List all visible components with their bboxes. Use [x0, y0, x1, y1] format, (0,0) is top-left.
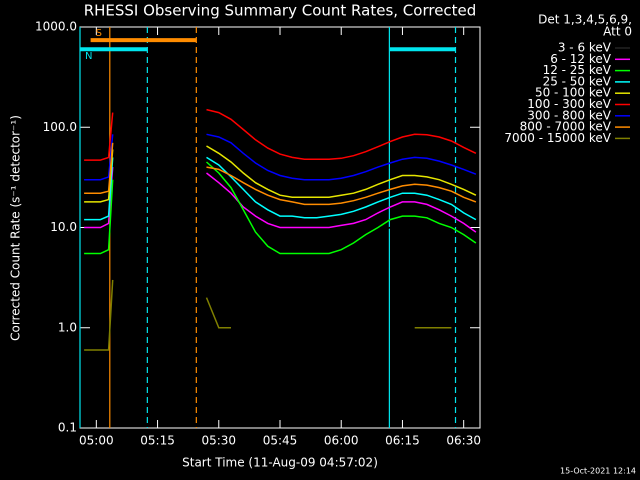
y-tick-label: 10.0 [50, 220, 77, 234]
legend-label: 800 - 7000 keV [520, 120, 612, 134]
x-tick-label: 05:45 [263, 434, 298, 448]
y-tick-label: 1000.0 [35, 20, 77, 34]
x-tick-label: 06:30 [446, 434, 481, 448]
y-axis-label: Corrected Count Rate (s⁻¹ detector⁻¹) [9, 115, 23, 341]
legend-header: Att 0 [603, 25, 632, 39]
interval-label: N [85, 51, 92, 62]
legend-label: 25 - 50 keV [543, 74, 612, 88]
x-tick-label: 05:00 [79, 434, 114, 448]
x-tick-label: 06:15 [385, 434, 420, 448]
series-line [84, 197, 477, 251]
series-line [84, 156, 477, 221]
x-axis-label: Start Time (11-Aug-09 04:57:02) [182, 456, 378, 470]
interval-label: S [96, 28, 102, 39]
series-line [84, 142, 477, 206]
series-line [84, 161, 477, 255]
x-tick-label: 05:15 [140, 434, 175, 448]
legend-label: 100 - 300 keV [527, 97, 611, 111]
legend-label: 3 - 6 keV [558, 41, 612, 55]
legend-label: 7000 - 15000 keV [504, 131, 611, 145]
legend-label: 300 - 800 keV [527, 108, 611, 122]
y-tick-label: 1.0 [58, 320, 77, 334]
series-line [84, 279, 452, 351]
series-line [84, 108, 477, 161]
y-tick-label: 100.0 [43, 120, 77, 134]
legend-label: 6 - 12 keV [550, 52, 612, 66]
series-line [84, 133, 477, 181]
footer: 15-Oct-2021 12:14 [560, 467, 636, 476]
legend-header: Det 1,3,4,5,6,9, [538, 13, 632, 27]
x-tick-label: 05:30 [201, 434, 236, 448]
legend-label: 50 - 100 keV [535, 86, 612, 100]
chart-title: RHESSI Observing Summary Count Rates, Co… [84, 2, 477, 20]
y-tick-label: 0.1 [58, 421, 77, 435]
x-tick-label: 06:00 [324, 434, 359, 448]
legend-label: 12 - 25 keV [543, 63, 612, 77]
